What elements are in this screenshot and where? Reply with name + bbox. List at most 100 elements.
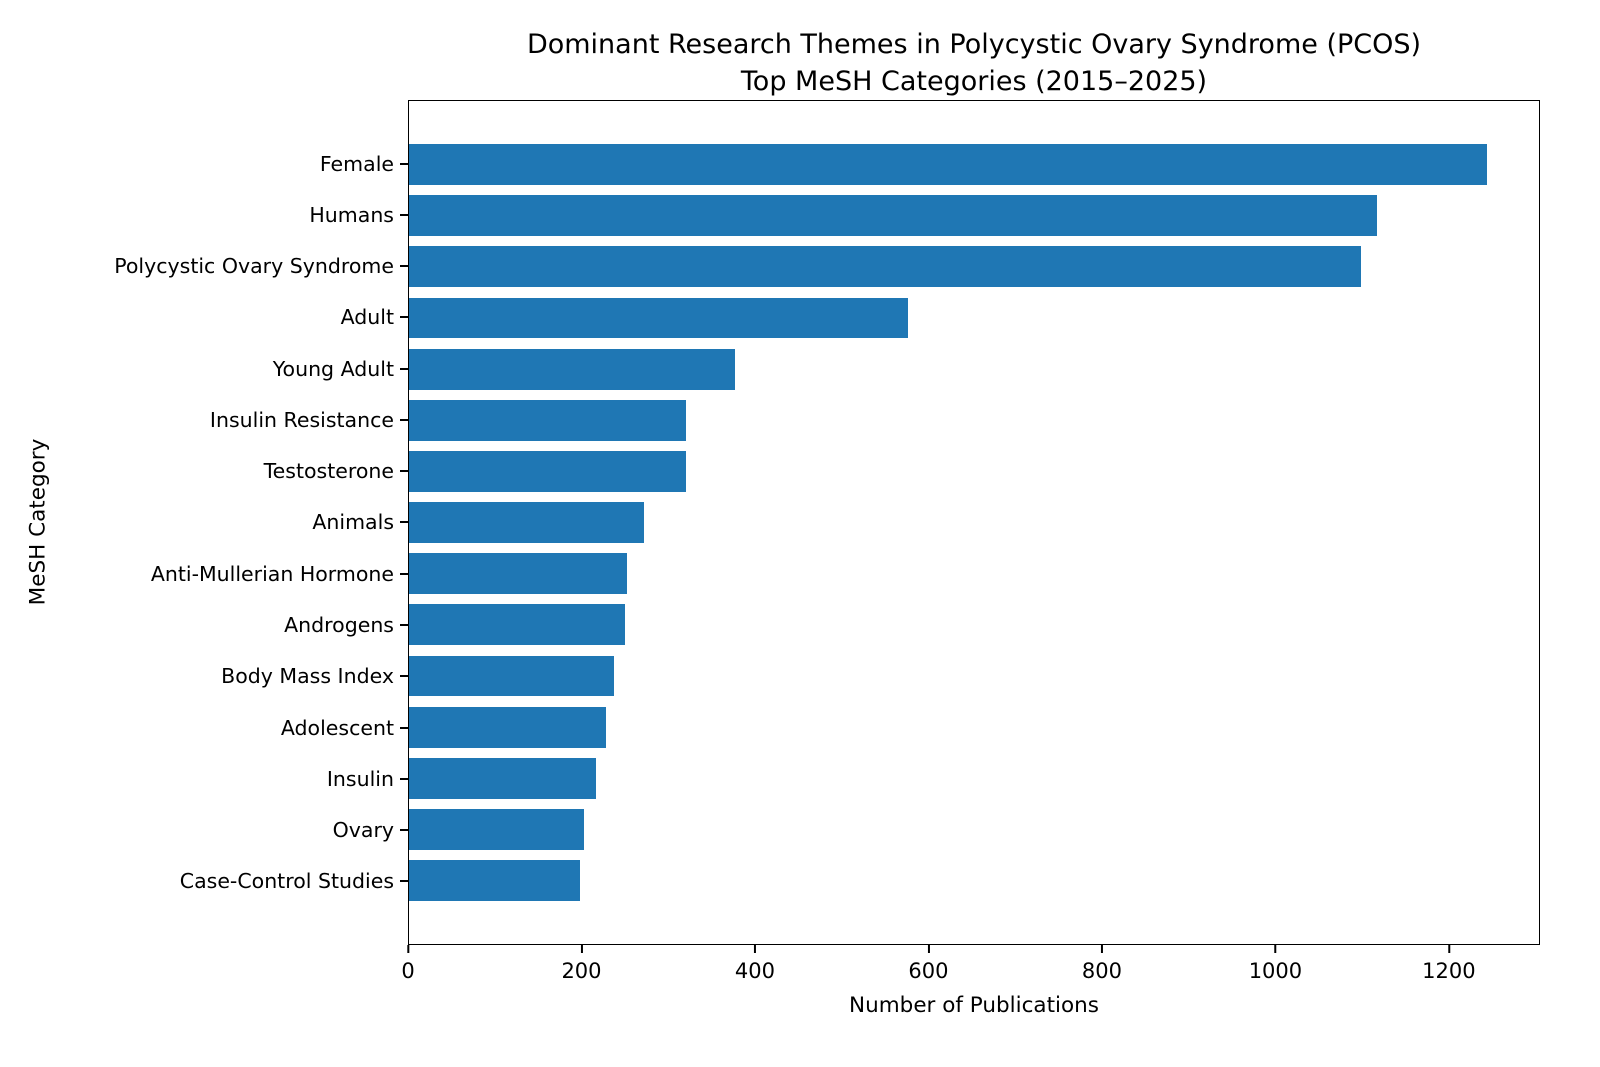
y-tick-row: Testosterone [0,446,408,497]
bar [409,706,606,748]
y-tick-mark [400,367,408,370]
chart-title: Dominant Research Themes in Polycystic O… [526,29,1422,98]
x-tick-mark [753,945,756,953]
y-tick-row: Androgens [0,599,408,650]
x-tick-label: 400 [734,959,776,983]
x-tick-label: 1200 [1422,959,1476,983]
bar [409,348,736,390]
bar-row [409,855,1539,906]
bar [409,502,644,543]
y-tick-mark [400,726,408,729]
bar [409,604,625,646]
x-tick: 0 [401,945,415,983]
bar-row [409,702,1539,753]
y-tick-mark [400,829,408,832]
bar [409,246,1362,288]
y-tick-row: Adolescent [0,702,408,753]
bar-row [409,548,1539,599]
x-tick-mark [927,945,930,953]
y-tick-label: Female [319,151,394,176]
y-tick-label: Adult [340,305,394,330]
y-tick-row: Case-Control Studies [0,856,408,907]
y-tick-label: Case-Control Studies [179,869,394,894]
bar-row [409,395,1539,446]
y-tick-row: Humans [0,189,408,240]
bar-row [409,599,1539,650]
y-tick-mark [400,624,408,627]
y-tick-mark [400,572,408,575]
x-tick: 600 [908,945,949,983]
bar-row [409,446,1539,497]
x-axis-ticks: 0 200 400 600 800 1000 1200 [401,945,1540,1005]
y-tick-row: Young Adult [0,343,408,394]
y-tick-mark [400,521,408,524]
x-tick: 1000 [1249,945,1302,983]
x-tick-mark [407,945,409,953]
y-tick-mark [400,265,408,268]
bar [409,655,615,697]
x-tick: 200 [561,945,602,983]
bar-row [409,344,1539,395]
y-tick-mark [400,316,408,319]
y-tick-row: Animals [0,497,408,548]
bar-row [409,753,1539,804]
y-tick-labels: Female Humans Polycystic Ovary Syndrome Adu… [0,100,408,945]
y-tick-label: Testosterone [263,459,394,484]
bar [409,757,597,799]
y-tick-label: Young Adult [272,356,394,381]
bar-row [409,139,1539,190]
bar-row [409,241,1539,292]
y-tick-row: Female [0,138,408,189]
y-tick-label: Anti-Mullerian Hormone [150,561,394,586]
x-tick-mark [1447,945,1450,953]
bar [409,399,687,441]
bar [409,195,1378,237]
y-tick-row: Ovary [0,804,408,855]
y-tick-mark [400,418,408,421]
bar-row [409,497,1539,548]
bar-row [409,292,1539,343]
plot-area [408,100,1540,945]
x-axis-label: Number of Publications [849,993,1099,1018]
y-tick-row: Polycystic Ovary Syndrome [0,241,408,292]
y-tick-mark [400,162,408,165]
bar [409,860,581,901]
bar [409,450,687,492]
x-tick-label: 0 [401,959,415,983]
x-tick-mark [580,945,583,953]
bar-row [409,804,1539,855]
x-tick: 400 [735,945,775,983]
x-tick-mark [1100,945,1103,953]
y-tick-row: Insulin Resistance [0,394,408,445]
y-tick-row: Adult [0,292,408,343]
y-tick-row: Body Mass Index [0,651,408,702]
y-tick-label: Insulin Resistance [209,407,394,432]
x-tick: 1200 [1422,945,1476,983]
y-tick-row: Anti-Mullerian Hormone [0,548,408,599]
x-tick-mark [1274,945,1277,953]
y-tick-mark [400,470,408,473]
y-tick-label: Insulin [326,766,394,791]
y-tick-label: Animals [312,510,394,535]
y-tick-label: Humans [309,202,394,227]
bars-container [409,101,1539,944]
y-tick-mark [400,213,408,216]
y-tick-mark [400,675,408,678]
y-tick-label: Body Mass Index [221,664,394,689]
bar [409,144,1488,186]
x-tick-label: 800 [1081,959,1122,983]
y-tick-label: Ovary [332,818,394,843]
y-tick-label: Adolescent [280,715,394,740]
y-tick-row: Insulin [0,753,408,804]
y-tick-label: Polycystic Ovary Syndrome [114,254,394,279]
x-tick-label: 200 [561,959,602,983]
bar [409,553,628,595]
bar-row [409,650,1539,701]
bar [409,808,584,850]
x-tick-label: 1000 [1248,959,1303,983]
bar-row [409,190,1539,241]
y-tick-label: Androgens [284,613,394,638]
x-tick: 800 [1082,945,1122,983]
x-tick-label: 600 [908,959,949,983]
